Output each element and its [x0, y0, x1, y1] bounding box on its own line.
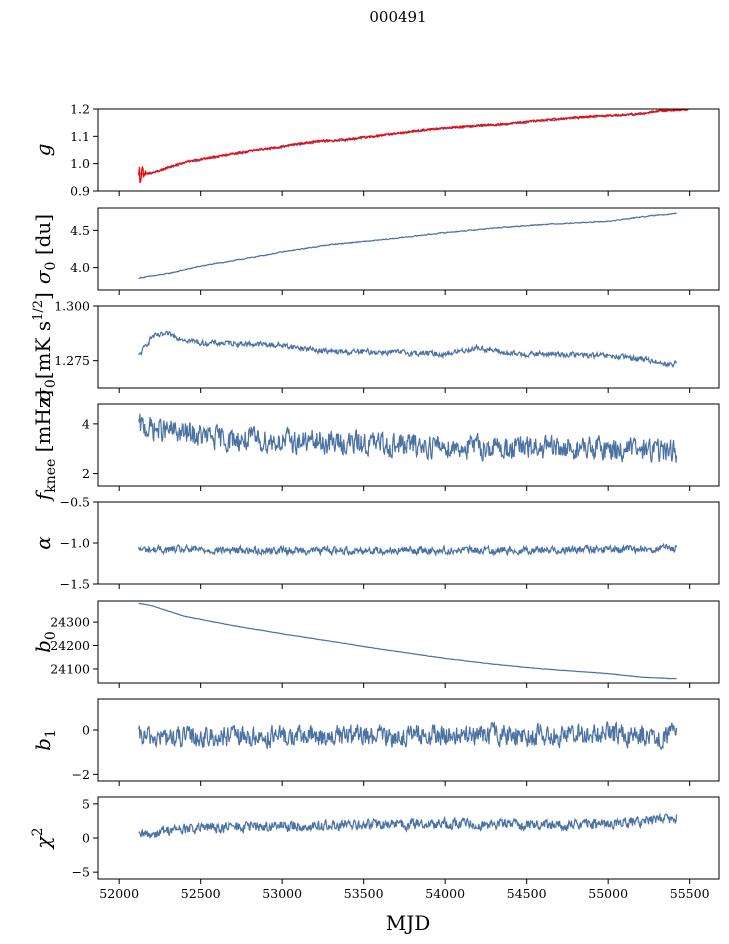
series-line-1-2	[138, 109, 690, 184]
y-axis-label: g	[31, 144, 55, 157]
series-line-7-1	[138, 721, 678, 751]
plot-area	[138, 212, 677, 280]
y-tick-label: 0	[82, 723, 90, 738]
x-tick-label: 53500	[344, 886, 384, 901]
y-tick-label: 24300	[50, 615, 90, 630]
y-tick-label: 1.300	[54, 299, 90, 314]
panel-4: 2 4 fknee [mHz]	[31, 390, 720, 502]
y-tick-label: 24100	[50, 661, 90, 676]
y-tick-label: −1.0	[60, 536, 90, 551]
axes-frame	[97, 501, 720, 585]
axes-frame	[97, 698, 720, 782]
y-tick-label: −0.5	[60, 495, 90, 510]
axes-frame	[97, 207, 720, 291]
x-tick-label: 52500	[181, 886, 221, 901]
y-axis-label: σ0[mK s1/2]	[31, 292, 59, 402]
axes-frame	[97, 403, 720, 487]
panel-7: −2 0 b1	[31, 698, 720, 786]
x-tick-label: 53000	[262, 886, 302, 901]
y-tick-label: 2	[82, 466, 90, 481]
y-tick-label: −5	[72, 865, 90, 880]
y-axis-label: σ0 [du]	[31, 214, 59, 284]
series-line-6-1	[138, 602, 677, 680]
y-axis-label: α	[31, 536, 55, 550]
y-tick-label: 1.275	[54, 353, 90, 368]
y-tick-label: 0	[82, 831, 90, 846]
y-axis-label: χ2	[30, 827, 55, 850]
series-line-3-1	[138, 330, 678, 368]
y-tick-label: 4	[82, 416, 90, 431]
series-line-5-1	[138, 542, 678, 557]
plot-area	[138, 721, 678, 751]
series-line-2-1	[138, 212, 677, 280]
y-tick-label: 24200	[50, 638, 90, 653]
x-tick-label: 54000	[425, 886, 465, 901]
plot-area	[138, 413, 678, 463]
series-line-8-1	[138, 812, 678, 839]
x-tick-label: 55000	[588, 886, 628, 901]
y-tick-label: 4.5	[70, 223, 90, 238]
panel-1: 0.9 1.0 1.1 1.2 g	[31, 102, 720, 199]
plot-area	[138, 602, 677, 680]
panel-8: −5 0 5 52000 52500 53000 53500 54000 54500 55000 5…	[30, 796, 720, 901]
y-tick-label: 1.2	[70, 102, 90, 117]
y-tick-label: 1.1	[70, 129, 90, 144]
y-tick-label: −2	[72, 767, 90, 782]
plot-area	[138, 109, 690, 184]
x-tick-label: 55500	[670, 886, 710, 901]
plot-area	[138, 542, 678, 557]
panel-5: −1.5 −1.0 −0.5 α	[31, 495, 720, 592]
figure-suptitle: 000491	[369, 8, 426, 26]
axes-frame	[97, 108, 720, 192]
y-tick-label: 4.0	[70, 260, 90, 275]
panel-2: 4.0 4.5 σ0 [du]	[31, 207, 720, 295]
y-tick-label: 0.9	[70, 184, 90, 199]
axes-frame	[97, 796, 720, 880]
y-axis-label: b0	[31, 631, 59, 653]
y-tick-label: 5	[82, 796, 90, 811]
y-tick-label: −1.5	[60, 577, 90, 592]
y-axis-label: fknee [mHz]	[31, 390, 59, 502]
plot-area	[138, 812, 678, 839]
series-line-4-1	[138, 413, 678, 463]
x-tick-label: 52000	[99, 886, 139, 901]
axes-frame	[97, 305, 720, 389]
axes-frame	[97, 600, 720, 684]
panels: 0.9 1.0 1.1 1.2 g 4.0 4.5 σ0 [du] 1.275 1.300σ0[m…	[30, 102, 720, 901]
y-axis-label: b1	[31, 729, 59, 751]
plot-area	[138, 330, 678, 368]
x-tick-label: 54500	[507, 886, 547, 901]
y-tick-label: 1.0	[70, 156, 90, 171]
x-axis-label: MJD	[386, 911, 431, 935]
series-line-1-1	[138, 109, 678, 176]
